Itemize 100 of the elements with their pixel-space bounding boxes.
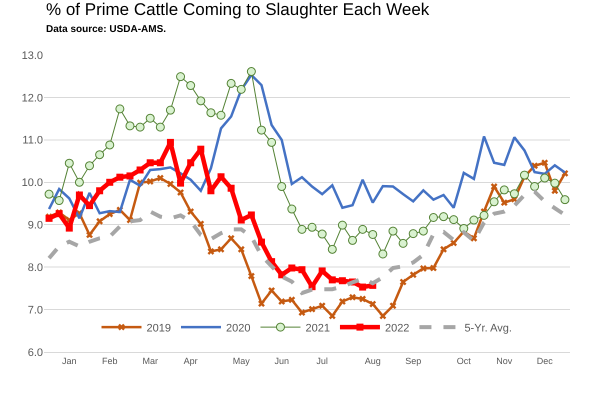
- point: [318, 230, 327, 239]
- point: [196, 96, 206, 106]
- x-tick-label: Dec: [536, 356, 554, 366]
- point: [125, 121, 134, 130]
- x-tick-label: Oct: [456, 356, 472, 366]
- point: [136, 166, 144, 174]
- point: [308, 306, 316, 313]
- point: [298, 266, 306, 274]
- point: [206, 108, 216, 118]
- point: [450, 240, 458, 246]
- point: [408, 229, 418, 238]
- point: [96, 218, 104, 225]
- point: [228, 234, 235, 242]
- x-tick-label: Aug: [364, 356, 381, 366]
- chart-subtitle: Data source: USDA-AMS.: [46, 24, 166, 35]
- legend-label: 2022: [384, 322, 410, 334]
- legend-label: 5-Yr. Avg.: [464, 322, 512, 334]
- point: [530, 182, 540, 192]
- point: [246, 67, 256, 76]
- point: [490, 183, 498, 190]
- point: [146, 114, 155, 123]
- point: [398, 238, 408, 248]
- point: [156, 122, 165, 132]
- point: [297, 224, 306, 234]
- point: [480, 210, 489, 220]
- point: [136, 122, 145, 132]
- point: [248, 211, 255, 218]
- point: [115, 104, 124, 114]
- point: [228, 184, 235, 192]
- x-tick-label: Jul: [316, 356, 328, 366]
- point: [378, 249, 388, 258]
- y-tick-label: 8.0: [28, 262, 43, 274]
- point: [428, 213, 438, 222]
- point: [167, 180, 174, 188]
- point: [318, 302, 326, 310]
- point: [236, 84, 246, 94]
- point: [339, 298, 346, 305]
- x-tick-label: Mar: [142, 356, 158, 366]
- point: [400, 278, 406, 286]
- point: [328, 312, 336, 320]
- point: [95, 150, 104, 160]
- point: [490, 197, 499, 206]
- point: [338, 220, 347, 230]
- point: [176, 72, 186, 82]
- point: [560, 195, 570, 204]
- x-tick-label: Sep: [405, 356, 422, 366]
- y-tick-label: 9.0: [28, 220, 43, 232]
- legend-label: 2021: [305, 322, 330, 334]
- point: [267, 138, 276, 147]
- point: [540, 174, 550, 183]
- y-tick-label: 6.0: [28, 346, 43, 359]
- point: [328, 244, 337, 254]
- point: [177, 180, 184, 187]
- point: [207, 187, 214, 194]
- point: [156, 159, 164, 166]
- point: [66, 224, 73, 232]
- point: [86, 232, 93, 238]
- point: [96, 187, 104, 194]
- point: [74, 178, 84, 187]
- point: [258, 238, 265, 246]
- point: [439, 212, 448, 222]
- point: [308, 222, 317, 232]
- point: [166, 138, 174, 146]
- point: [44, 190, 54, 199]
- legend-label: 2019: [146, 322, 171, 334]
- point: [146, 178, 154, 185]
- point: [238, 246, 245, 253]
- point: [197, 220, 204, 228]
- point: [338, 277, 346, 284]
- point: [187, 159, 194, 166]
- point: [510, 189, 519, 198]
- point: [418, 226, 428, 236]
- point: [54, 196, 64, 206]
- point: [208, 248, 214, 255]
- point: [126, 172, 134, 180]
- point: [328, 276, 336, 284]
- x-tick-label: Jan: [62, 356, 77, 366]
- point: [177, 189, 184, 196]
- point: [166, 106, 175, 115]
- point: [106, 178, 114, 186]
- y-tick-label: 13.0: [22, 50, 43, 62]
- y-tick-label: 7.0: [28, 304, 43, 316]
- point: [187, 208, 194, 215]
- point: [105, 140, 114, 150]
- point: [449, 215, 458, 224]
- point: [348, 236, 358, 245]
- point: [116, 174, 124, 181]
- point: [358, 224, 368, 234]
- point: [500, 185, 509, 194]
- point: [550, 178, 560, 188]
- point: [226, 78, 236, 88]
- point: [85, 161, 94, 170]
- legend-label: 2020: [226, 322, 250, 334]
- y-tick-label: 11.0: [22, 134, 43, 147]
- x-tick-label: Feb: [102, 356, 118, 366]
- point: [277, 182, 286, 192]
- point: [541, 159, 548, 166]
- point: [430, 264, 437, 272]
- point: [218, 246, 224, 253]
- y-tick-label: 10.0: [22, 177, 43, 190]
